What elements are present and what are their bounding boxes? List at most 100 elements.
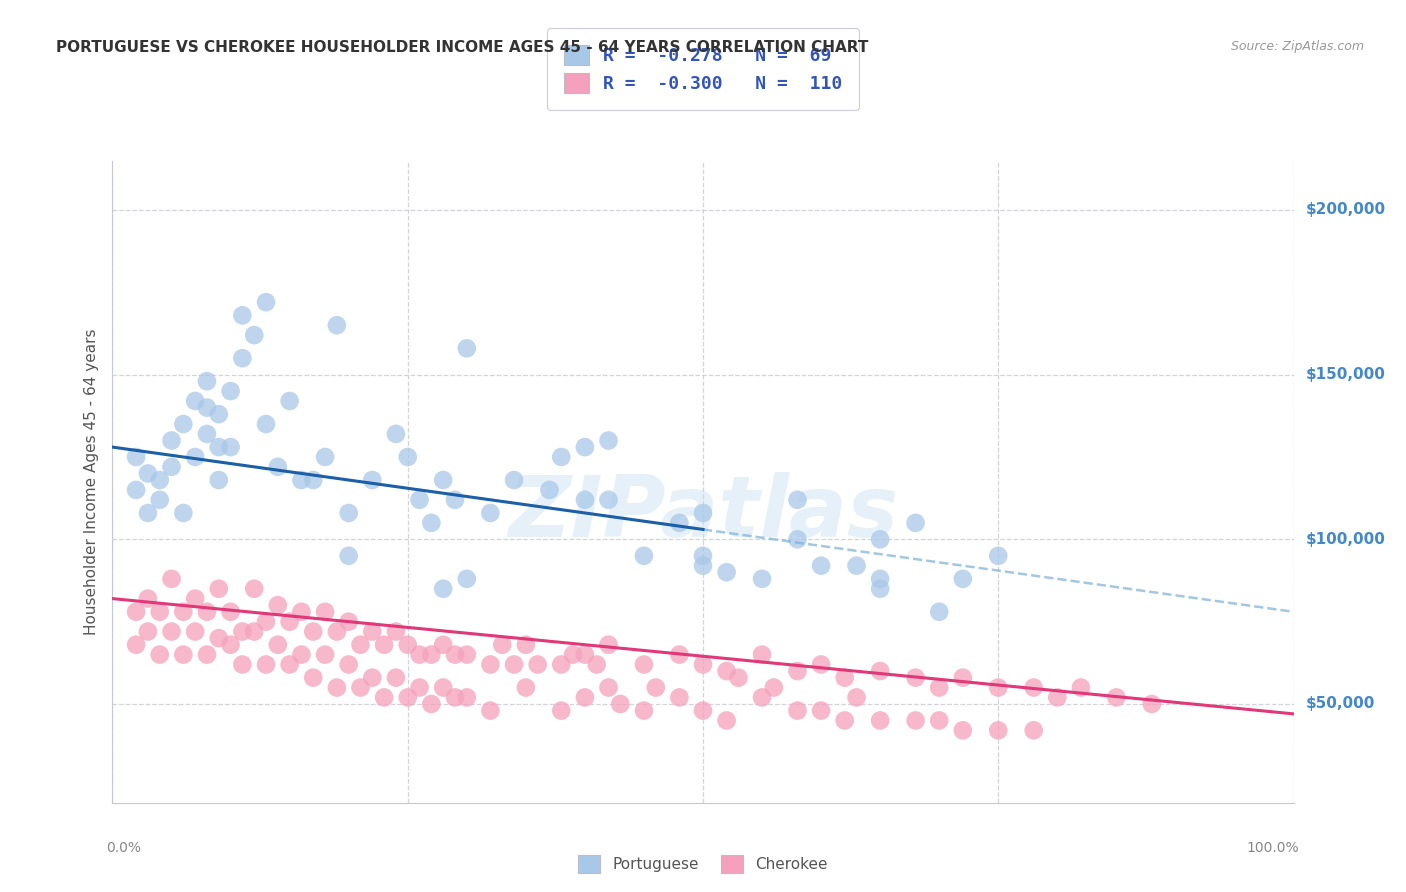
Point [786, 492, 808, 507]
Point [361, 671, 384, 685]
Point [550, 657, 572, 672]
Point [136, 591, 159, 606]
Point [326, 624, 349, 639]
Point [349, 681, 371, 695]
Point [727, 671, 749, 685]
Point [598, 434, 620, 448]
Text: $50,000: $50,000 [1305, 697, 1375, 712]
Point [231, 309, 253, 323]
Point [290, 605, 312, 619]
Point [668, 690, 690, 705]
Point [195, 605, 218, 619]
Point [668, 648, 690, 662]
Point [598, 638, 620, 652]
Point [810, 704, 832, 718]
Point [254, 657, 277, 672]
Point [904, 714, 927, 728]
Point [208, 440, 231, 454]
Point [456, 648, 478, 662]
Point [952, 671, 974, 685]
Point [952, 572, 974, 586]
Point [644, 681, 666, 695]
Text: Source: ZipAtlas.com: Source: ZipAtlas.com [1230, 40, 1364, 54]
Point [184, 624, 207, 639]
Point [786, 664, 808, 678]
Point [136, 467, 159, 481]
Point [598, 681, 620, 695]
Point [278, 657, 301, 672]
Point [302, 473, 325, 487]
Point [987, 681, 1010, 695]
Point [432, 582, 454, 596]
Point [692, 704, 714, 718]
Point [396, 690, 419, 705]
Text: $150,000: $150,000 [1305, 368, 1385, 382]
Point [479, 506, 502, 520]
Point [408, 648, 430, 662]
Point [243, 328, 266, 343]
Point [326, 318, 349, 333]
Point [904, 516, 927, 530]
Point [503, 657, 526, 672]
Point [515, 681, 537, 695]
Point [149, 605, 172, 619]
Point [219, 605, 242, 619]
Point [444, 690, 467, 705]
Point [456, 572, 478, 586]
Point [254, 417, 277, 431]
Point [574, 492, 596, 507]
Point [633, 704, 655, 718]
Point [987, 549, 1010, 563]
Point [692, 506, 714, 520]
Point [420, 648, 443, 662]
Point [361, 473, 384, 487]
Point [219, 638, 242, 652]
Point [432, 681, 454, 695]
Point [987, 723, 1010, 738]
Point [219, 384, 242, 398]
Point [373, 638, 395, 652]
Point [562, 648, 585, 662]
Point [456, 341, 478, 355]
Point [278, 615, 301, 629]
Y-axis label: Householder Income Ages 45 - 64 years: Householder Income Ages 45 - 64 years [83, 328, 98, 635]
Point [845, 558, 868, 573]
Point [1140, 697, 1163, 711]
Point [1022, 681, 1045, 695]
Point [326, 681, 349, 695]
Point [195, 648, 218, 662]
Point [716, 714, 738, 728]
Point [633, 657, 655, 672]
Point [208, 407, 231, 421]
Point [385, 426, 408, 441]
Point [574, 440, 596, 454]
Point [869, 572, 891, 586]
Point [267, 459, 290, 474]
Point [420, 516, 443, 530]
Point [762, 681, 785, 695]
Point [869, 582, 891, 596]
Point [456, 690, 478, 705]
Point [125, 450, 148, 464]
Point [172, 506, 194, 520]
Point [160, 624, 183, 639]
Point [786, 533, 808, 547]
Point [337, 657, 360, 672]
Point [172, 417, 194, 431]
Point [751, 648, 773, 662]
Point [538, 483, 561, 497]
Point [834, 671, 856, 685]
Point [692, 657, 714, 672]
Point [479, 704, 502, 718]
Point [195, 401, 218, 415]
Point [172, 605, 194, 619]
Point [314, 450, 336, 464]
Point [385, 671, 408, 685]
Point [290, 473, 312, 487]
Point [136, 624, 159, 639]
Point [254, 295, 277, 310]
Point [503, 473, 526, 487]
Point [219, 440, 242, 454]
Point [1105, 690, 1128, 705]
Point [668, 516, 690, 530]
